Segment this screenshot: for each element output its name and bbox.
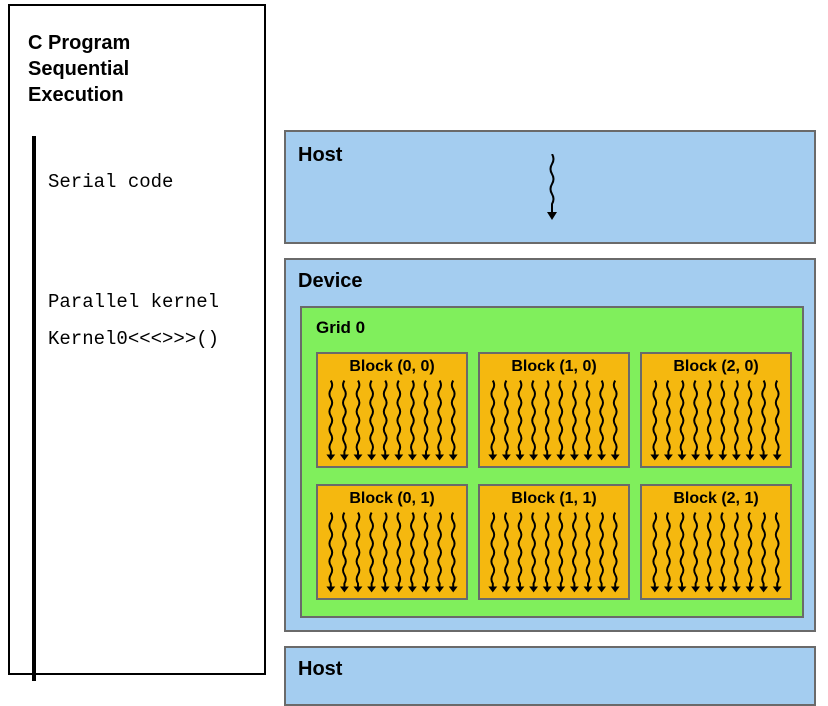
block-2-0: Block (2, 0) [640, 352, 792, 468]
host-label-2: Host [298, 658, 342, 681]
left-panel: C ProgramSequentialExecution Serial code P… [8, 4, 266, 675]
threads-icon [486, 378, 622, 462]
block-1-0: Block (1, 0) [478, 352, 630, 468]
block-label: Block (0, 1) [324, 490, 460, 508]
code-line-0: Serial code [48, 171, 173, 193]
host-label: Host [298, 144, 342, 167]
block-2-1: Block (2, 1) [640, 484, 792, 600]
block-label: Block (1, 1) [486, 490, 622, 508]
threads-icon [648, 510, 784, 594]
threads-icon [486, 510, 622, 594]
device-label: Device [298, 270, 363, 293]
block-label: Block (2, 1) [648, 490, 784, 508]
grid-label: Grid 0 [316, 318, 365, 338]
threads-icon [324, 378, 460, 462]
threads-icon [648, 378, 784, 462]
grid-box: Grid 0 Block (0, 0) Block (1, 0) Block (2, … [300, 306, 804, 618]
block-0-1: Block (0, 1) [316, 484, 468, 600]
host-box-2: Host [284, 646, 816, 706]
block-0-0: Block (0, 0) [316, 352, 468, 468]
host-box-1: Host [284, 130, 816, 244]
code-line-2: Kernel0<<<>>>() [48, 328, 219, 350]
block-label: Block (2, 0) [648, 358, 784, 376]
threads-icon [324, 510, 460, 594]
code-line-1: Parallel kernel [48, 291, 219, 313]
block-label: Block (1, 0) [486, 358, 622, 376]
execution-timeline [32, 136, 36, 681]
program-title: C ProgramSequentialExecution [28, 30, 130, 108]
block-1-1: Block (1, 1) [478, 484, 630, 600]
block-label: Block (0, 0) [324, 358, 460, 376]
host-serial-arrow [544, 154, 560, 225]
device-box: Device Grid 0 Block (0, 0) Block (1, 0) Bloc… [284, 258, 816, 632]
